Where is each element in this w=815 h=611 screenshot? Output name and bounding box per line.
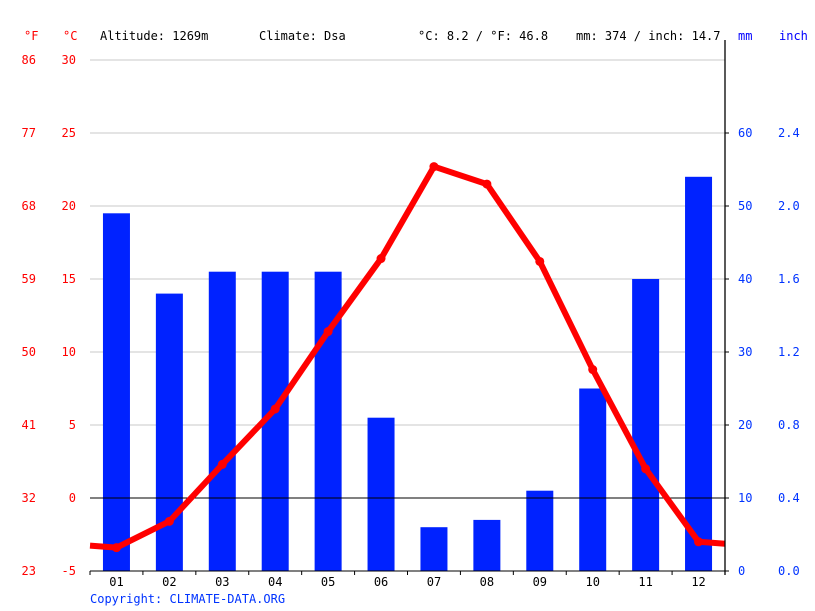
precipitation-bar [102, 213, 130, 572]
precipitation-bar [473, 519, 501, 571]
celsius-tick-label: 20 [62, 199, 76, 213]
celsius-tick-label: 25 [62, 126, 76, 140]
mm-tick-label: 30 [738, 345, 752, 359]
month-label: 09 [533, 575, 547, 589]
temperature-point [429, 162, 439, 172]
precipitation-bar [632, 279, 660, 571]
celsius-tick-label: 15 [62, 272, 76, 286]
temperature-point [641, 464, 651, 474]
month-label: 12 [691, 575, 705, 589]
inch-tick-label: 0.8 [778, 418, 800, 432]
precipitation-bar [579, 388, 607, 571]
fahrenheit-tick-label: 41 [22, 418, 36, 432]
mm-unit-label: mm [738, 29, 753, 43]
copyright-link[interactable]: Copyright: CLIMATE-DATA.ORG [90, 592, 286, 606]
month-label: 11 [638, 575, 652, 589]
celsius-tick-label: 30 [62, 53, 76, 67]
temperature-line [89, 163, 726, 551]
month-label: 05 [321, 575, 335, 589]
fahrenheit-tick-label: 86 [22, 53, 36, 67]
temperature-point [588, 365, 598, 375]
inch-tick-label: 1.6 [778, 272, 800, 286]
temperature-point [270, 404, 280, 414]
precipitation-bar [685, 176, 713, 572]
precipitation-bar [208, 271, 236, 571]
average-temperature-label: °C: 8.2 / °F: 46.8 [418, 29, 549, 43]
month-label: 06 [374, 575, 388, 589]
fahrenheit-tick-label: 59 [22, 272, 36, 286]
celsius-tick-label: -5 [62, 564, 76, 578]
climate-label: Climate: Dsa [259, 29, 346, 43]
precipitation-bar [367, 417, 395, 571]
inch-tick-label: 2.0 [778, 199, 800, 213]
month-label: 02 [162, 575, 176, 589]
month-label: 08 [480, 575, 494, 589]
temperature-point [482, 179, 492, 189]
precipitation-total-label: mm: 374 / inch: 14.7 [576, 29, 721, 43]
temperature-point [164, 516, 174, 526]
inch-unit-label: inch [779, 29, 808, 43]
mm-tick-label: 20 [738, 418, 752, 432]
inch-tick-label: 2.4 [778, 126, 800, 140]
celsius-tick-label: 5 [69, 418, 76, 432]
celsius-unit-label: °C [63, 29, 78, 43]
temperature-point [111, 543, 121, 553]
fahrenheit-tick-label: 77 [22, 126, 36, 140]
precipitation-bar [526, 490, 554, 571]
celsius-tick-label: 0 [69, 491, 76, 505]
temperature-point [323, 327, 333, 337]
temperature-point [535, 256, 545, 266]
mm-tick-label: 0 [738, 564, 745, 578]
fahrenheit-tick-label: 23 [22, 564, 36, 578]
mm-tick-label: 10 [738, 491, 752, 505]
month-label: 10 [585, 575, 599, 589]
month-label: 01 [109, 575, 123, 589]
month-label: 04 [268, 575, 282, 589]
temperature-point [217, 459, 227, 469]
celsius-tick-label: 10 [62, 345, 76, 359]
mm-tick-label: 40 [738, 272, 752, 286]
inch-tick-label: 0.4 [778, 491, 800, 505]
mm-tick-label: 60 [738, 126, 752, 140]
mm-tick-label: 50 [738, 199, 752, 213]
fahrenheit-tick-label: 32 [22, 491, 36, 505]
month-label: 07 [427, 575, 441, 589]
fahrenheit-tick-label: 50 [22, 345, 36, 359]
fahrenheit-tick-label: 68 [22, 199, 36, 213]
inch-tick-label: 1.2 [778, 345, 800, 359]
precipitation-bar [420, 527, 448, 571]
altitude-label: Altitude: 1269m [100, 29, 209, 43]
month-label: 03 [215, 575, 229, 589]
fahrenheit-unit-label: °F [24, 29, 39, 43]
inch-tick-label: 0.0 [778, 564, 800, 578]
temperature-point [694, 537, 704, 547]
temperature-point [376, 254, 386, 264]
